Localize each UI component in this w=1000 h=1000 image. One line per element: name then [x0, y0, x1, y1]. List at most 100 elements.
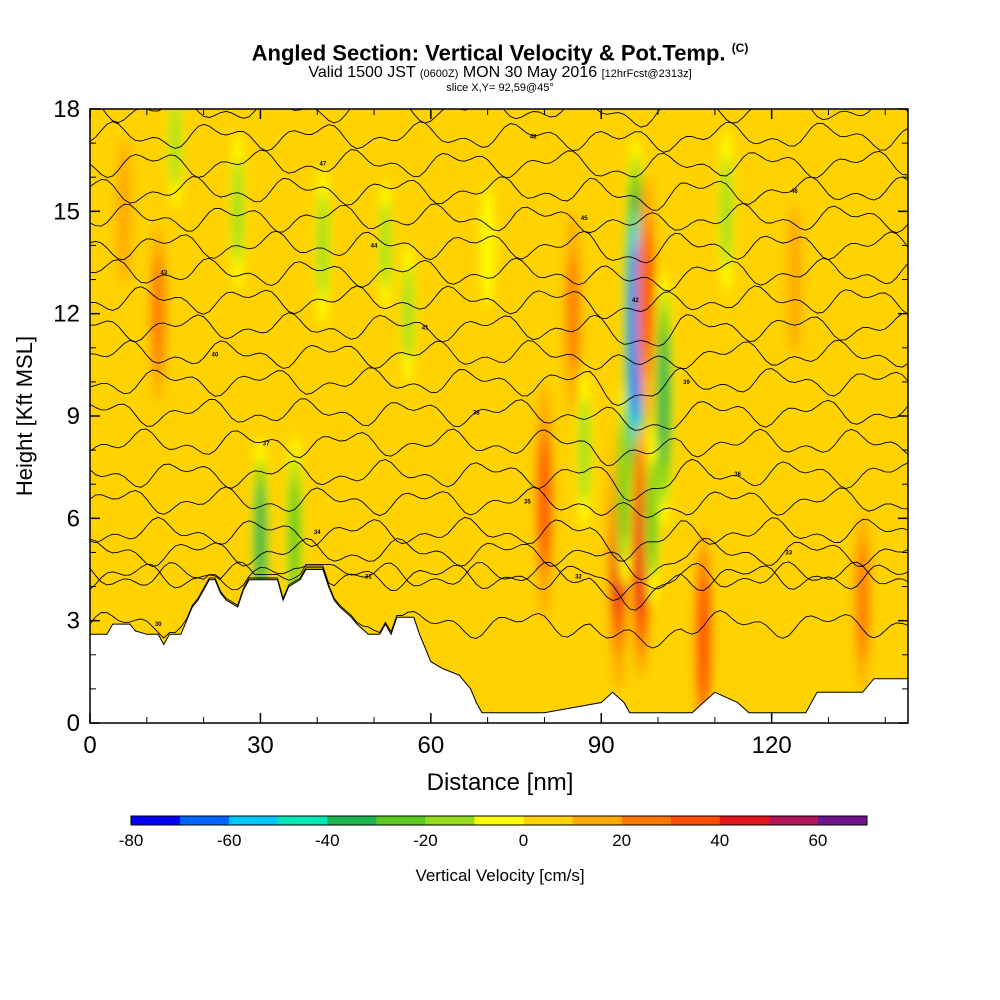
isentrope-label: 48: [530, 134, 537, 140]
velocity-anomaly: [317, 191, 329, 300]
isentrope-line: [90, 561, 908, 611]
chart-title: Angled Section: Vertical Velocity & Pot.…: [251, 40, 749, 66]
velocity-anomaly: [641, 233, 652, 360]
colorbar-swatch: [523, 816, 574, 825]
isentrope-line: [90, 203, 908, 234]
isentrope-line: [102, 109, 908, 128]
y-tick-label: 3: [67, 608, 80, 635]
colorbar-tick-label: 40: [710, 831, 729, 850]
isentrope-label: 30: [155, 622, 162, 628]
x-tick-label: 90: [588, 732, 615, 759]
colorbar-swatch: [719, 816, 770, 825]
velocity-anomaly: [578, 396, 590, 504]
y-tick-label: 9: [67, 403, 80, 430]
isentrope-label: 38: [473, 411, 480, 417]
isentrope-label: 36: [734, 472, 741, 478]
velocity-anomaly: [232, 157, 244, 266]
isentrope-line: [90, 230, 908, 264]
velocity-anomaly: [170, 109, 181, 188]
x-tick-label: 30: [247, 732, 274, 759]
colorbar-swatch: [670, 816, 721, 825]
isentrope-line: [90, 567, 908, 649]
isentrope-line: [90, 285, 908, 319]
isentrope-line: [90, 312, 908, 347]
colorbar-tick-label: 60: [808, 831, 827, 850]
velocity-anomaly: [856, 540, 869, 660]
x-axis-label: Distance [nm]: [427, 769, 574, 796]
isentrope-line: [90, 516, 908, 562]
isentrope-line: [90, 398, 908, 431]
colorbar-swatch: [180, 816, 230, 825]
isentrope-label: 35: [524, 499, 531, 505]
colorbar-swatch: [817, 816, 868, 825]
isentrope-label: 47: [320, 162, 327, 168]
isentrope-label: 44: [371, 243, 378, 249]
y-tick-label: 15: [53, 198, 80, 225]
velocity-anomaly: [539, 441, 550, 562]
colorbar-swatch: [327, 816, 377, 825]
chart-subtitle: Valid 1500 JST (0600Z) MON 30 May 2016 […: [308, 64, 692, 82]
colorbar-swatch: [425, 816, 475, 825]
velocity-anomaly: [567, 256, 578, 372]
colorbar-swatch: [768, 816, 819, 825]
isentrope-label: 39: [683, 380, 690, 386]
x-tick-label: 60: [417, 732, 444, 759]
velocity-anomaly: [698, 575, 709, 701]
colorbar-tick-label: -60: [217, 831, 242, 850]
isentrope-label: 43: [161, 271, 168, 277]
colorbar-tick-label: -40: [315, 831, 340, 850]
velocity-anomaly: [403, 265, 414, 362]
isentrope-line: [90, 176, 908, 211]
axes: 0 30 60 90 120 0 36 9 12 15 18: [53, 96, 908, 759]
isentrope-label: 40: [212, 353, 219, 359]
isentrope-line: [90, 339, 908, 371]
isentrope-label: 31: [365, 574, 372, 580]
isentrope-line: [90, 458, 908, 502]
velocity-anomaly: [635, 486, 647, 619]
isentrope-line: [90, 561, 908, 601]
colorbar-swatch: [572, 816, 623, 825]
velocity-anomaly: [482, 203, 493, 288]
terrain-mask: [90, 569, 908, 723]
isentrope-line: [90, 149, 908, 179]
isentrope-label: 32: [575, 574, 582, 580]
isentrope-label: 46: [791, 189, 798, 195]
colorbar-swatch: [229, 816, 279, 825]
x-tick-label: 0: [83, 732, 96, 759]
isentrope-label: 42: [632, 298, 639, 304]
colorbar-tick-label: 0: [519, 831, 528, 850]
isentrope-line: [90, 121, 908, 153]
y-tick-label: 0: [67, 710, 80, 737]
isentrope-line: [90, 538, 908, 581]
colorbar-swatch: [278, 816, 328, 825]
isentrope-line: [90, 257, 908, 292]
colorbar-tick-label: -80: [119, 831, 144, 850]
y-axis-label: Height [Kft MSL]: [12, 336, 37, 496]
velocity-anomaly: [789, 228, 800, 331]
colorbar-swatch: [621, 816, 672, 825]
velocity-anomaly: [118, 162, 130, 261]
colorbar-tick-label: 20: [612, 831, 631, 850]
isentrope-line: [90, 428, 908, 467]
colorbar-swatch: [131, 816, 181, 825]
colorbar-swatch: [474, 816, 525, 825]
slice-label: slice X,Y= 92,59@45°: [446, 82, 554, 95]
colorbar-tick-label: -20: [413, 831, 438, 850]
isentrope-label: 41: [422, 325, 429, 331]
isentrope-contours: 30 31 32 33 34 35 36 37 38 39 40 41 42 43 44 45 46 47 48: [90, 109, 908, 649]
velocity-anomaly: [152, 253, 164, 374]
colorbar-label: Vertical Velocity [cm/s]: [415, 866, 584, 885]
y-tick-label: 12: [53, 301, 80, 328]
terrain: [90, 569, 908, 723]
velocity-anomaly: [255, 483, 266, 609]
y-tick-label: 18: [53, 96, 80, 123]
isentrope-label: 33: [785, 550, 792, 556]
velocity-anomaly: [658, 333, 670, 465]
isentrope-label: 45: [581, 216, 588, 222]
colorbar-swatch: [376, 816, 426, 825]
chart-title-block: Angled Section: Vertical Velocity & Pot.…: [0, 36, 1000, 95]
x-tick-label: 120: [752, 732, 792, 759]
colorbar-frame: [130, 815, 868, 826]
isentrope-label: 34: [314, 530, 321, 536]
